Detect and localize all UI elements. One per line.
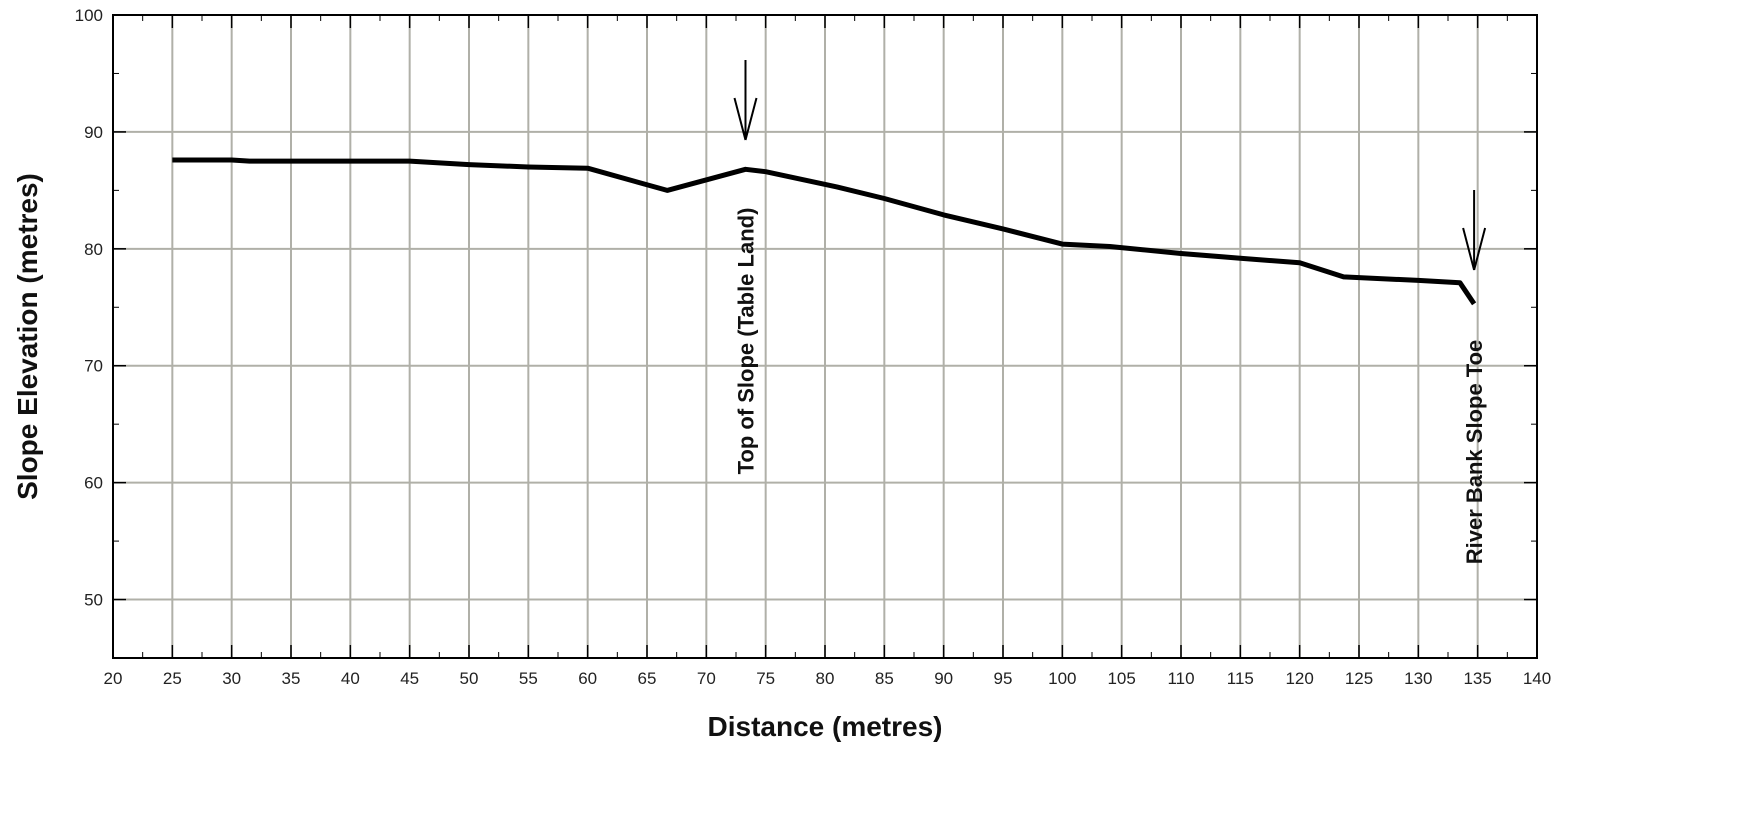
x-tick-label: 85 — [875, 669, 894, 688]
x-tick-label: 20 — [104, 669, 123, 688]
x-tick-label: 60 — [578, 669, 597, 688]
x-tick-label: 65 — [638, 669, 657, 688]
x-tick-label: 50 — [460, 669, 479, 688]
annotation-group: Top of Slope (Table Land) River Bank Slop… — [733, 60, 1487, 564]
x-tick-label: 75 — [756, 669, 775, 688]
y-tick-label: 60 — [84, 474, 103, 493]
y-tick-label: 100 — [75, 6, 103, 25]
y-axis-title: Slope Elevation (metres) — [12, 173, 43, 500]
annotation-label: River Bank Slope Toe — [1462, 340, 1487, 565]
x-tick-labels: 20 25 30 35 40 45 50 55 60 65 70 75 80 85 90 95 100 105 11… — [104, 669, 1552, 688]
x-tick-label: 25 — [163, 669, 182, 688]
x-axis-title: Distance (metres) — [708, 711, 943, 742]
annotation-arrow — [733, 60, 758, 141]
grid-lines — [113, 15, 1537, 658]
series-group — [172, 157, 1477, 306]
x-tick-label: 55 — [519, 669, 538, 688]
plot-frame — [112, 14, 1538, 659]
x-tick-label: 40 — [341, 669, 360, 688]
x-tick-label: 110 — [1167, 669, 1194, 688]
x-tick-label: 125 — [1345, 669, 1373, 688]
x-tick-label: 35 — [282, 669, 301, 688]
x-tick-label: 80 — [816, 669, 835, 688]
x-tick-label: 100 — [1048, 669, 1076, 688]
x-tick-label: 115 — [1227, 669, 1254, 688]
x-tick-label: 105 — [1107, 669, 1135, 688]
y-tick-label: 70 — [84, 357, 103, 376]
x-tick-label: 30 — [222, 669, 241, 688]
x-tick-label: 135 — [1463, 669, 1491, 688]
elevation-profile-line — [172, 157, 1477, 306]
x-tick-label: 140 — [1523, 669, 1551, 688]
y-tick-labels: 50 60 70 80 90 100 — [75, 6, 103, 610]
annotation-label: Top of Slope (Table Land) — [733, 208, 758, 475]
x-tick-label: 120 — [1285, 669, 1313, 688]
x-tick-label: 90 — [934, 669, 953, 688]
x-tick-label: 45 — [400, 669, 419, 688]
y-tick-label: 80 — [84, 240, 103, 259]
x-tick-label: 95 — [994, 669, 1013, 688]
y-tick-label: 50 — [84, 591, 103, 610]
annotation-arrow — [1462, 190, 1487, 271]
x-tick-label: 70 — [697, 669, 716, 688]
y-tick-label: 90 — [84, 123, 103, 142]
x-tick-label: 130 — [1404, 669, 1432, 688]
